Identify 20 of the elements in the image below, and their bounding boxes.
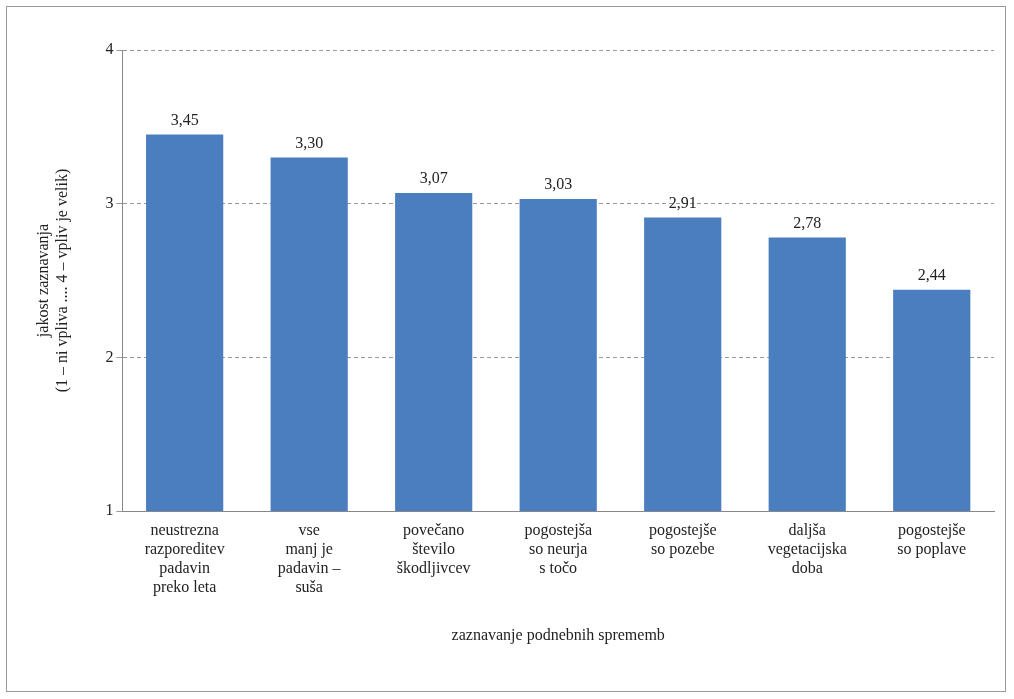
data-label: 2,91 — [668, 193, 697, 211]
x-tick-label: pogostejše so pozebe — [648, 520, 717, 558]
data-label: 2,44 — [917, 265, 946, 283]
y-tick-label: 4 — [105, 40, 114, 58]
x-tick-label: neustrezna razporeditev padavin preko leta — [144, 520, 225, 597]
x-tick-label: vse manj je padavin – suša — [277, 520, 342, 596]
data-label: 3,45 — [170, 110, 199, 128]
y-tick-label: 2 — [105, 347, 114, 365]
data-label: 2,78 — [793, 213, 822, 231]
x-axis-title: zaznavanje podnebnih sprememb — [451, 625, 665, 644]
data-label: 3,30 — [295, 133, 324, 151]
x-tick-label: daljša vegetacijska doba — [767, 520, 847, 577]
x-tick-label: pogostejše so poplave — [897, 520, 967, 558]
x-tick-label: povečano število škodljivcev — [396, 520, 471, 578]
data-label: 3,07 — [419, 169, 448, 187]
y-axis-title: jakost zaznavanja (1 – ni vpliva .... 4 – vpliv je velik) — [33, 168, 71, 393]
data-label: 3,03 — [544, 175, 573, 193]
y-tick-label: 3 — [105, 193, 114, 211]
y-tick-label: 1 — [105, 501, 114, 519]
x-tick-label: pogostejša so neurja s točo — [524, 520, 592, 577]
